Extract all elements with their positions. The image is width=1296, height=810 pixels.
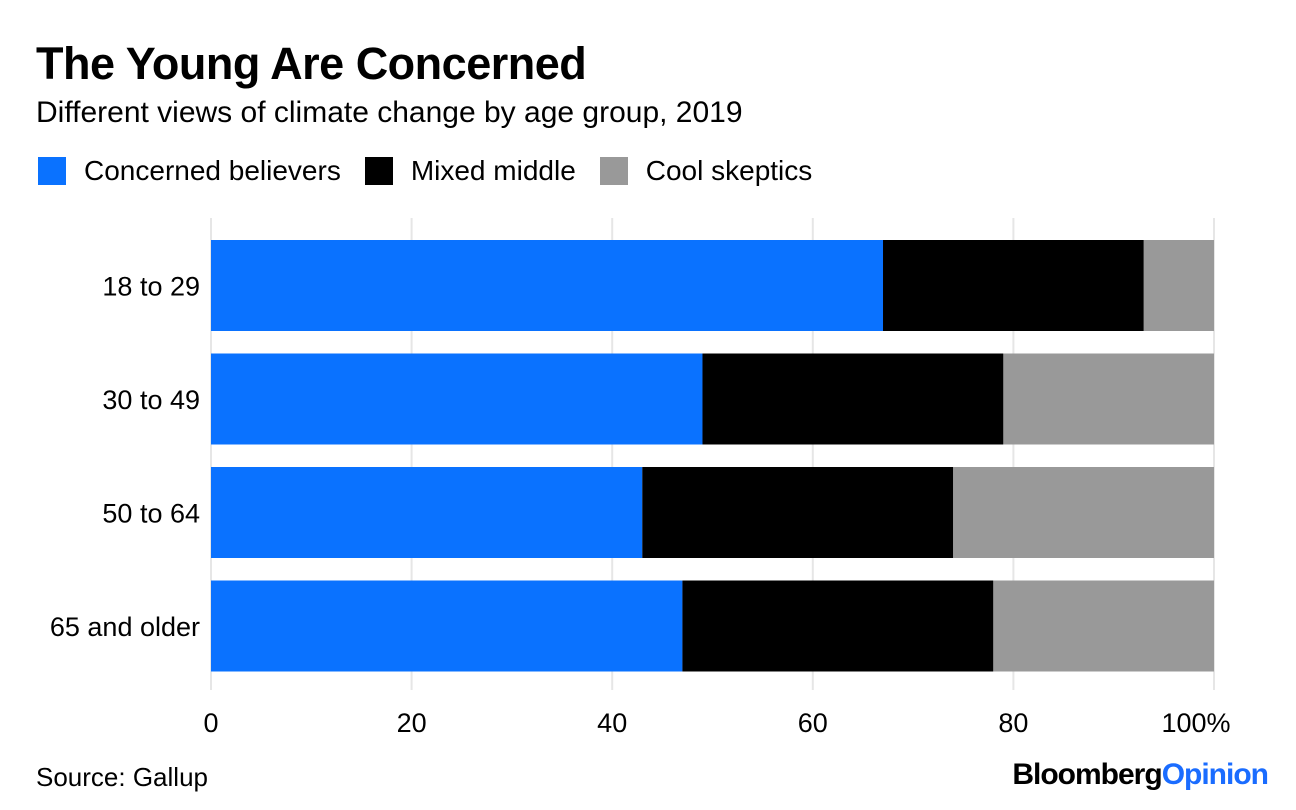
y-tick-label: 30 to 49	[102, 385, 200, 415]
chart-subtitle: Different views of climate change by age…	[36, 96, 743, 129]
brand-logo: BloombergOpinion	[1012, 758, 1269, 792]
bar-cool-skeptics-18-to-29	[1143, 240, 1214, 331]
x-tick-label: 80	[998, 708, 1028, 738]
brand-logo-opinion: Opinion	[1161, 758, 1269, 791]
legend-item-concerned-believers: Concerned believers	[38, 155, 341, 187]
x-tick-label: 20	[397, 708, 427, 738]
bar-concerned-believers-65-and-older	[211, 580, 683, 672]
x-tick-label: 0	[203, 708, 218, 738]
y-tick-label: 18 to 29	[102, 272, 200, 302]
legend-label-mixed-middle: Mixed middle	[410, 155, 576, 186]
chart-title: The Young Are Concerned	[36, 38, 587, 89]
legend-item-mixed-middle: Mixed middle	[364, 155, 576, 187]
y-tick-label: 50 to 64	[102, 499, 200, 529]
bar-cool-skeptics-50-to-64	[953, 467, 1214, 558]
x-tick-label: 100%	[1161, 708, 1230, 738]
legend: Concerned believers Mixed middle Cool sk…	[38, 155, 836, 187]
brand-logo-bloomberg: Bloomberg	[1012, 758, 1162, 791]
bar-mixed-middle-50-to-64	[642, 467, 954, 558]
legend-swatch-mixed-middle	[364, 157, 393, 185]
bar-concerned-believers-30-to-49	[211, 353, 703, 445]
bar-cool-skeptics-65-and-older	[993, 580, 1214, 672]
bar-concerned-believers-18-to-29	[211, 240, 884, 331]
legend-item-cool-skeptics: Cool skeptics	[599, 155, 813, 187]
bar-mixed-middle-65-and-older	[682, 580, 994, 672]
y-tick-label: 65 and older	[50, 612, 200, 642]
bar-mixed-middle-18-to-29	[883, 240, 1144, 331]
legend-label-concerned-believers: Concerned believers	[84, 155, 341, 186]
legend-label-cool-skeptics: Cool skeptics	[645, 155, 813, 186]
source-note: Source: Gallup	[36, 762, 208, 792]
x-tick-label: 60	[798, 708, 828, 738]
bar-concerned-believers-50-to-64	[211, 467, 643, 558]
bar-cool-skeptics-30-to-49	[1003, 353, 1214, 445]
bar-mixed-middle-30-to-49	[702, 353, 1004, 445]
legend-swatch-concerned-believers	[38, 157, 66, 185]
x-tick-label: 40	[597, 708, 627, 738]
legend-swatch-cool-skeptics	[599, 157, 628, 185]
